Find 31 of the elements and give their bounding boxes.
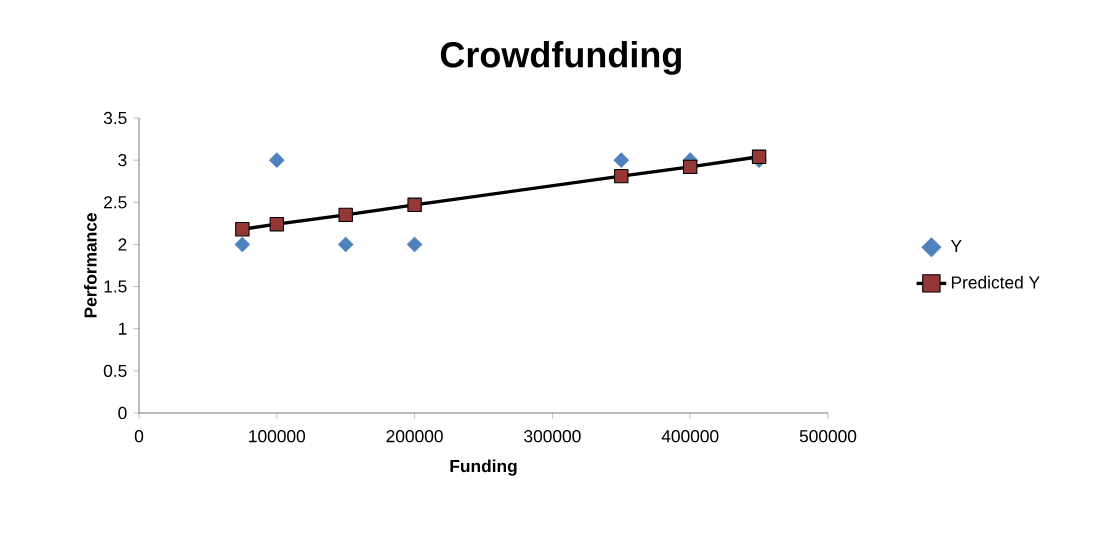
point [235, 222, 250, 237]
y-tick-label: 3 [118, 153, 127, 167]
x-tick-label: 100000 [249, 430, 306, 443]
y-tick-label: 2 [118, 238, 127, 251]
x-tick-label: 0 [134, 430, 144, 443]
legend-label: Predicted Y [951, 275, 1040, 289]
chart-title: Crowdfunding [440, 41, 681, 75]
point [406, 236, 423, 253]
point [682, 159, 698, 175]
x-axis-title: Funding [450, 459, 517, 476]
x-tick-label: 300000 [524, 430, 581, 443]
y-tick-label: 1 [118, 322, 127, 335]
y-tick-label: 0 [118, 406, 127, 420]
point [337, 236, 354, 253]
x-tick-label: 200000 [386, 430, 443, 443]
point [338, 207, 353, 223]
y-tick-label: 1.5 [104, 280, 127, 293]
point [269, 216, 285, 232]
y-tick-label: 0.5 [103, 364, 127, 377]
point [268, 152, 285, 168]
x-tick-label: 500000 [799, 430, 857, 443]
legend-label: Y [950, 239, 962, 252]
point [234, 236, 251, 253]
point [751, 149, 767, 164]
point [614, 168, 629, 184]
point [613, 152, 630, 168]
x-tick-label: 400000 [661, 430, 719, 443]
y-tick-label: 3.5 [103, 111, 127, 125]
y-axis-title: Performance [83, 213, 97, 318]
y-tick-label: 2.5 [104, 196, 127, 209]
point [407, 197, 422, 213]
